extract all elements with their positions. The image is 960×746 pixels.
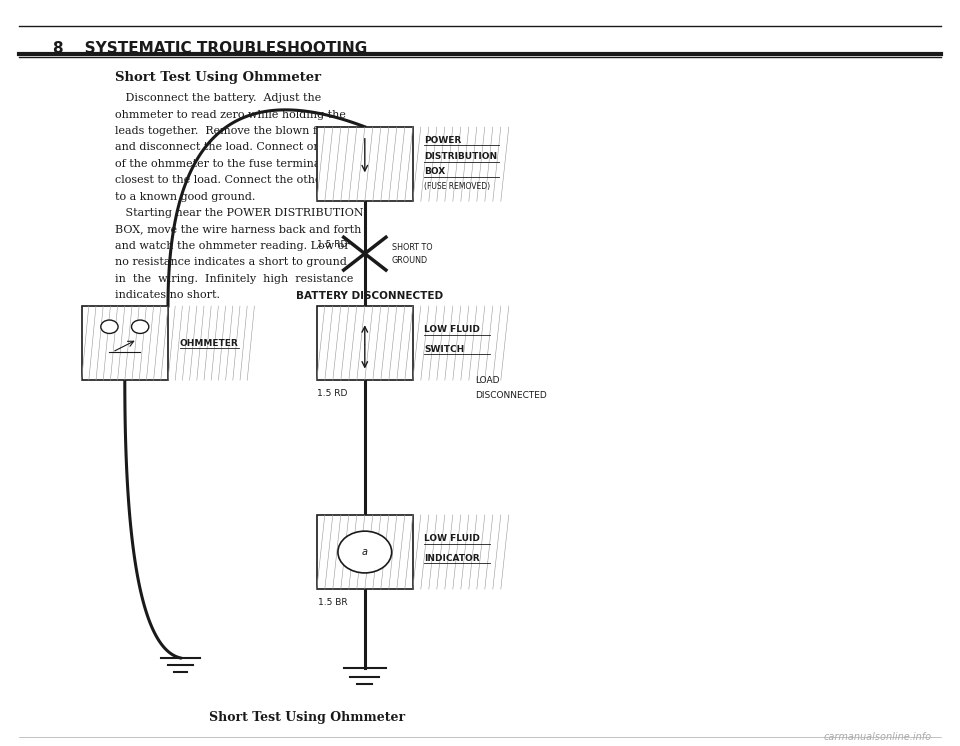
Text: GROUND: GROUND	[392, 256, 428, 265]
Text: leads together.  Remove the blown fuse: leads together. Remove the blown fuse	[115, 126, 337, 136]
Text: Starting near the POWER DISTRIBUTION: Starting near the POWER DISTRIBUTION	[115, 208, 364, 218]
Circle shape	[132, 320, 149, 333]
Text: 1.5 RD: 1.5 RD	[317, 389, 348, 398]
Text: Disconnect the battery.  Adjust the: Disconnect the battery. Adjust the	[115, 93, 322, 103]
Text: closest to the load. Connect the other lead: closest to the load. Connect the other l…	[115, 175, 354, 185]
Text: to a known good ground.: to a known good ground.	[115, 192, 255, 201]
Text: of the ohmmeter to the fuse terminal that is: of the ohmmeter to the fuse terminal tha…	[115, 159, 364, 169]
Text: DISTRIBUTION: DISTRIBUTION	[424, 152, 497, 161]
Text: (FUSE REMOVED): (FUSE REMOVED)	[424, 182, 491, 191]
Bar	[317, 127, 413, 201]
Text: 1.5 BR: 1.5 BR	[318, 598, 348, 607]
Text: LOAD: LOAD	[475, 376, 500, 385]
Text: no resistance indicates a short to ground: no resistance indicates a short to groun…	[115, 257, 348, 267]
Text: a: a	[362, 547, 368, 557]
Text: Short Test Using Ohmmeter: Short Test Using Ohmmeter	[209, 711, 405, 724]
Text: LOW FLUID: LOW FLUID	[424, 534, 480, 543]
Text: BOX: BOX	[424, 167, 445, 176]
Text: INDICATOR: INDICATOR	[424, 554, 480, 562]
Text: LOW FLUID: LOW FLUID	[424, 325, 480, 334]
Text: carmanualsonline.info: carmanualsonline.info	[823, 733, 931, 742]
Text: Short Test Using Ohmmeter: Short Test Using Ohmmeter	[115, 71, 322, 84]
Circle shape	[101, 320, 118, 333]
Text: and watch the ohmmeter reading. Low or: and watch the ohmmeter reading. Low or	[115, 241, 349, 251]
Text: 8    SYSTEMATIC TROUBLESHOOTING: 8 SYSTEMATIC TROUBLESHOOTING	[53, 41, 367, 56]
Text: 1.5 RD: 1.5 RD	[317, 240, 348, 249]
Bar	[82, 306, 168, 380]
Text: POWER: POWER	[424, 136, 462, 145]
Text: BOX, move the wire harness back and forth: BOX, move the wire harness back and fort…	[115, 225, 362, 234]
Text: and disconnect the load. Connect one lead: and disconnect the load. Connect one lea…	[115, 142, 354, 152]
Text: indicates no short.: indicates no short.	[115, 290, 220, 300]
Text: DISCONNECTED: DISCONNECTED	[475, 391, 547, 400]
Text: OHMMETER: OHMMETER	[180, 339, 238, 348]
Circle shape	[338, 531, 392, 573]
Text: BATTERY DISCONNECTED: BATTERY DISCONNECTED	[296, 291, 444, 301]
Bar	[317, 515, 413, 589]
Text: in  the  wiring.  Infinitely  high  resistance: in the wiring. Infinitely high resistanc…	[115, 274, 353, 283]
Text: ohmmeter to read zero while holding the: ohmmeter to read zero while holding the	[115, 110, 346, 119]
Text: SHORT TO: SHORT TO	[392, 242, 432, 251]
Text: SWITCH: SWITCH	[424, 345, 465, 354]
Bar	[317, 306, 413, 380]
